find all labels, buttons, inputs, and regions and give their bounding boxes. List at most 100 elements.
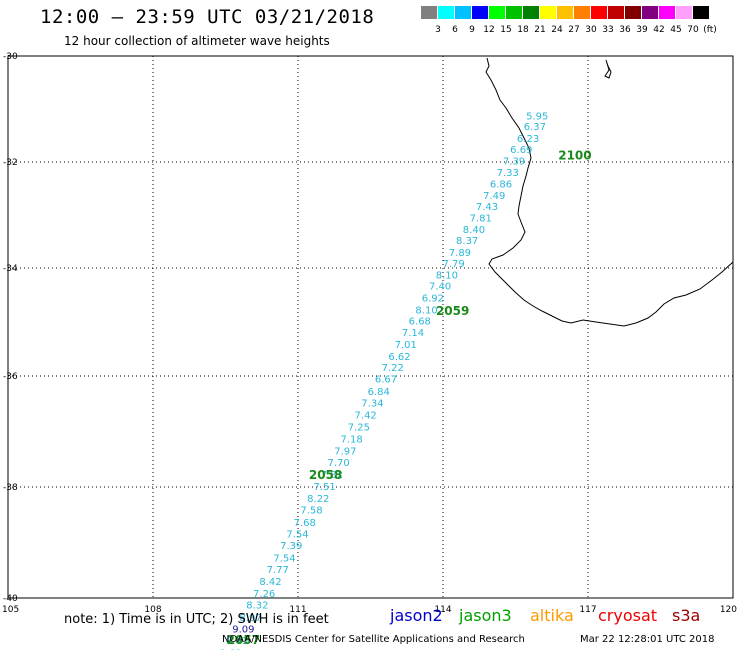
satellite-cryosat: cryosat: [598, 606, 658, 625]
timestamp-text: Mar 22 12:28:01 UTC 2018: [580, 634, 715, 645]
scale-swatch: [523, 6, 539, 19]
graticule: [8, 56, 733, 598]
wave-height-reading: 7.34: [361, 399, 383, 410]
altimeter-track: 5.956.376.236.697.397.336.867.497.437.81…: [219, 112, 548, 650]
wave-height-reading: 5.95: [526, 112, 548, 123]
scale-swatch: [540, 6, 556, 19]
wave-height-reading: 8.10: [415, 305, 437, 316]
wave-height-reading: 7.79: [443, 259, 465, 270]
wave-height-reading: 8.40: [463, 225, 485, 236]
scale-label: 30: [585, 25, 597, 35]
wave-height-reading: 7.68: [294, 518, 316, 529]
wave-height-reading: 7.54: [273, 553, 295, 564]
wave-height-reading: 6.68: [409, 317, 431, 328]
scale-label: 36: [619, 25, 631, 35]
scale-label: 33: [602, 25, 614, 35]
wave-height-reading: 8.43: [226, 636, 248, 647]
satellite-jason3: jason3: [459, 606, 512, 625]
longitude-label: 105: [2, 605, 19, 615]
wave-height-reading: 7.01: [395, 340, 417, 351]
wave-height-reading: 7.70: [327, 458, 349, 469]
map-subtitle: 12 hour collection of altimeter wave hei…: [64, 34, 330, 48]
longitude-label: 114: [434, 605, 451, 615]
scale-label: 70: [687, 25, 699, 35]
longitude-label: 120: [720, 605, 737, 615]
wave-height-reading: 7.58: [300, 506, 322, 517]
latitude-label: -36: [3, 372, 18, 382]
satellite-altika: altika: [530, 606, 574, 625]
scale-swatch: [591, 6, 607, 19]
wave-height-reading: 8.97: [240, 613, 262, 624]
scale-label: 6: [452, 25, 458, 35]
wave-height-reading: 6.62: [388, 352, 410, 363]
wave-height-reading: 7.54: [286, 530, 308, 541]
scale-swatch: [421, 6, 437, 19]
wave-height-reading: 7.26: [253, 589, 275, 600]
scale-label: 3: [435, 25, 441, 35]
wave-height-reading: 6.86: [490, 179, 512, 190]
scale-swatch: [506, 6, 522, 19]
scale-swatch: [608, 6, 624, 19]
wave-height-reading: 7.40: [429, 282, 451, 293]
wave-height-reading: 7.89: [449, 248, 471, 259]
scale-swatch: [455, 6, 471, 19]
wave-height-reading: 6.69: [510, 145, 532, 156]
wave-height-reading: 7.51: [313, 482, 335, 493]
scale-swatch: [676, 6, 692, 19]
wave-height-reading: 7.82: [321, 470, 343, 481]
scale-swatch: [557, 6, 573, 19]
latitude-labels: -30 -32 -34 -36 -38 -40: [3, 52, 18, 604]
scale-swatch: [472, 6, 488, 19]
scale-label: 21: [534, 25, 546, 35]
latitude-label: -40: [3, 594, 18, 604]
wave-height-reading: 7.97: [334, 446, 356, 457]
wave-height-reading: 7.25: [348, 422, 370, 433]
wave-height-reading: 7.39: [280, 541, 302, 552]
scale-swatch: [438, 6, 454, 19]
longitude-label: 111: [289, 605, 306, 615]
scale-swatch: [642, 6, 658, 19]
wave-height-reading: 9.09: [232, 624, 254, 635]
satellite-jason2: jason2: [390, 606, 443, 625]
wave-height-reading: 7.43: [476, 202, 498, 213]
wave-height-reading: 8.69: [219, 648, 241, 650]
wave-height-reading: 8.37: [456, 236, 478, 247]
longitude-labels: 105 108 111 114 117 120: [2, 605, 737, 615]
latitude-label: -30: [3, 52, 18, 62]
scale-label: 45: [670, 25, 682, 35]
longitude-label: 108: [144, 605, 161, 615]
scale-unit: (ft): [703, 25, 717, 35]
credit-text: NOAA/NESDIS Center for Satellite Applica…: [222, 634, 525, 645]
wave-height-reading: 7.14: [402, 328, 424, 339]
scale-swatch: [574, 6, 590, 19]
wave-height-reading: 7.33: [497, 168, 519, 179]
scale-label: 39: [636, 25, 648, 35]
scale-swatch: [625, 6, 641, 19]
wave-height-reading: 7.42: [355, 411, 377, 422]
map-frame: [7, 55, 734, 599]
wave-height-reading: 6.37: [524, 122, 546, 133]
wave-height-reading: 8.22: [307, 494, 329, 505]
scale-swatch: [693, 6, 709, 19]
map-title: 12:00 — 23:59 UTC 03/21/2018: [40, 6, 375, 28]
latitude-label: -34: [3, 264, 18, 274]
wave-height-reading: 8.32: [246, 601, 268, 612]
latitude-label: -32: [3, 158, 18, 168]
latitude-label: -38: [3, 483, 18, 493]
australia-west-coast: [485, 57, 734, 327]
scale-label: 15: [500, 25, 512, 35]
wave-height-reading: 7.39: [503, 157, 525, 168]
scale-label: 9: [469, 25, 475, 35]
scale-label: 24: [551, 25, 563, 35]
scale-label: 42: [653, 25, 665, 35]
wave-height-reading: 7.22: [382, 363, 404, 374]
wave-height-reading: 7.18: [341, 435, 363, 446]
track-time-label: 2059: [436, 304, 469, 318]
wave-height-reading: 6.23: [517, 134, 539, 145]
track-time-label: 2100: [558, 148, 591, 162]
track-time-label: 2058: [309, 468, 342, 482]
wave-height-reading: 6.84: [368, 387, 390, 398]
wave-height-reading: 6.92: [422, 293, 444, 304]
scale-label: 12: [483, 25, 495, 35]
